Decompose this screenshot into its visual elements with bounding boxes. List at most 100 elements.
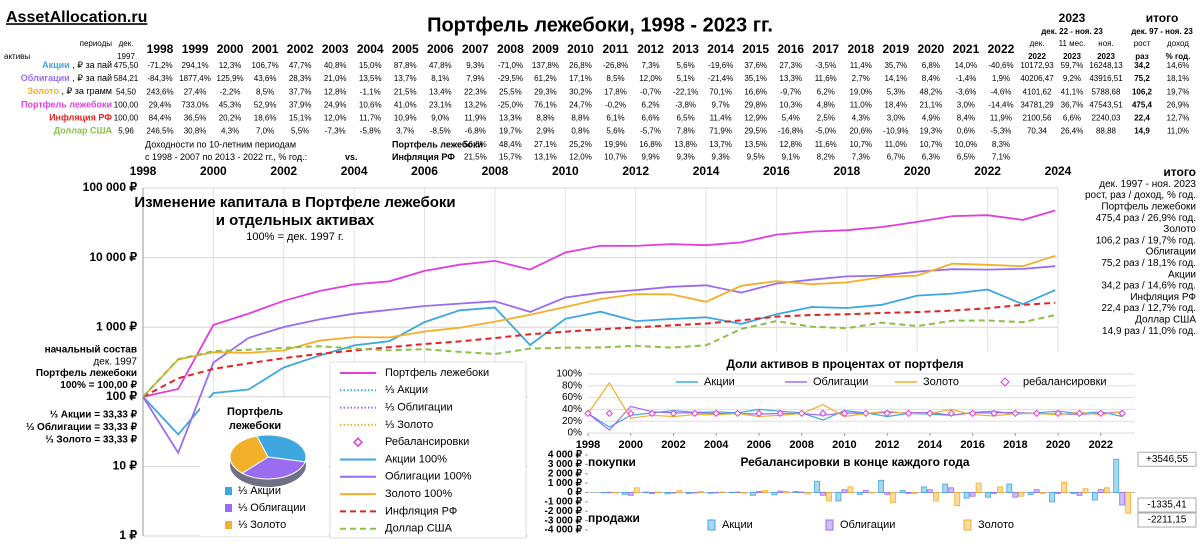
extra-col-header: % год.: [1166, 52, 1191, 61]
series-line: [142, 209, 1056, 398]
extra-col-header: рост: [1134, 39, 1151, 48]
bar: [633, 487, 640, 493]
return-cell: 10,3%: [779, 100, 802, 109]
pie-title: лежебоки: [229, 420, 281, 432]
ten-year-cell: 10,7%: [604, 153, 627, 162]
return-cell: 733,0%: [181, 100, 208, 109]
ten-year-cell: 27,1%: [534, 140, 557, 149]
start-value: 5,96: [118, 127, 134, 136]
bar: [1113, 458, 1120, 493]
ten-year-cell: 9,5%: [747, 153, 765, 162]
page-title: Портфель лежебоки, 1998 - 2023 гг.: [427, 14, 773, 36]
row-name: Золото: [27, 87, 59, 97]
return-cell: 26,8%: [569, 61, 592, 70]
extra-cell: 36,7%: [1061, 100, 1084, 109]
bar: [697, 491, 704, 493]
return-cell: 37,7%: [289, 87, 312, 96]
return-cell: 10,6%: [359, 100, 382, 109]
series-line: [587, 381, 1123, 419]
bar: [926, 489, 933, 493]
left-annotation: ⅓ Акции = 33,33 ₽: [50, 410, 138, 421]
ten-year-cell: 7,1%: [992, 153, 1010, 162]
x-tick-label: 2018: [833, 164, 860, 178]
bar: [685, 492, 692, 494]
return-cell: 8,5%: [256, 87, 274, 96]
return-cell: 47,8%: [429, 61, 452, 70]
legend-label: Акции: [704, 376, 735, 388]
return-cell: -25,0%: [498, 100, 523, 109]
x-tick-label: 2000: [618, 439, 642, 451]
year-header: 2012: [637, 42, 664, 56]
bar: [612, 492, 619, 494]
return-cell: -0,2%: [605, 100, 626, 109]
y-tick-label: 60%: [562, 392, 582, 403]
bar: [905, 492, 912, 494]
extra-cell: 70,34: [1027, 127, 1048, 136]
x-tick-label: 2016: [960, 439, 984, 451]
return-cell: -7,3%: [325, 127, 346, 136]
legend-swatch: [225, 521, 232, 529]
x-tick-label: 2012: [622, 164, 649, 178]
y-tick-label: 0 ₽: [567, 487, 582, 498]
right-annotation: 34,2 раз / 14,6% год.: [1101, 281, 1196, 292]
right-annotation: Портфель лежебоки: [1101, 201, 1196, 213]
left-annotation: начальный состав: [45, 345, 137, 356]
bar: [762, 490, 768, 493]
x-tick-label: 2014: [918, 439, 943, 451]
bar: [783, 491, 790, 493]
return-cell: 0,6%: [957, 127, 975, 136]
return-cell: 47,7%: [289, 61, 312, 70]
panel: [528, 352, 1140, 542]
y-tick-label: 40%: [562, 404, 582, 415]
chart-title: Доли активов в процентах от портфеля: [726, 357, 963, 371]
extra-cell: 88,88: [1096, 127, 1117, 136]
rebalance-marker: [968, 409, 977, 418]
return-cell: 12,8%: [324, 87, 347, 96]
return-cell: 22,3%: [464, 87, 487, 96]
legend-label: ребалансировки: [1023, 376, 1107, 388]
bar: [969, 492, 976, 497]
legend-swatch: [825, 519, 834, 531]
value-label: +3546,55: [1146, 454, 1188, 465]
bar: [975, 482, 982, 493]
year-header: 2016: [777, 42, 804, 56]
legend-swatch: [352, 437, 364, 448]
return-cell: -10,9%: [883, 127, 908, 136]
ten-year-cell: 19,9%: [604, 140, 627, 149]
return-cell: 17,1%: [569, 74, 592, 83]
right-annotation: рост, раз / доход, % год.: [1085, 190, 1196, 201]
extra-cell: 41,1%: [1061, 87, 1084, 96]
return-cell: 6,2%: [641, 100, 659, 109]
bar: [899, 490, 906, 493]
value-label: -2211,15: [1148, 515, 1187, 526]
pie-slice: [229, 435, 269, 474]
bar: [643, 491, 650, 493]
series-line: [142, 254, 1056, 398]
bar: [1055, 492, 1061, 494]
return-cell: 18,4%: [884, 100, 907, 109]
ten-year-note: Доходности по 10-летним периодам: [145, 139, 296, 149]
x-tick-label: 2022: [1089, 439, 1113, 451]
ten-year-cell: 10,7%: [849, 140, 872, 149]
bar: [1049, 492, 1055, 503]
x-tick-label: 2014: [693, 164, 720, 178]
series-line: [142, 301, 1056, 398]
y-tick-label: 1 000 ₽: [96, 319, 137, 333]
legend-label: Облигации: [840, 519, 895, 531]
extra-col-header: дек.: [1030, 39, 1045, 48]
bar: [1027, 492, 1034, 495]
return-cell: -4,6%: [991, 87, 1012, 96]
return-cell: -5,3%: [991, 127, 1012, 136]
legend-label: Золото: [978, 519, 1014, 531]
extra-cell: 34781,29: [1020, 100, 1054, 109]
return-cell: 29,5%: [744, 127, 767, 136]
bar: [600, 491, 607, 494]
return-cell: -26,8%: [603, 61, 628, 70]
rebalance-marker: [691, 409, 699, 418]
legend-label: Облигации: [813, 376, 868, 388]
ten-year-cell: 48,4%: [499, 140, 522, 149]
x-tick-label: 1998: [576, 439, 600, 451]
return-cell: 37,6%: [744, 61, 767, 70]
return-cell: 29,8%: [744, 100, 767, 109]
y-tick-label: 4 000 ₽: [548, 450, 583, 461]
